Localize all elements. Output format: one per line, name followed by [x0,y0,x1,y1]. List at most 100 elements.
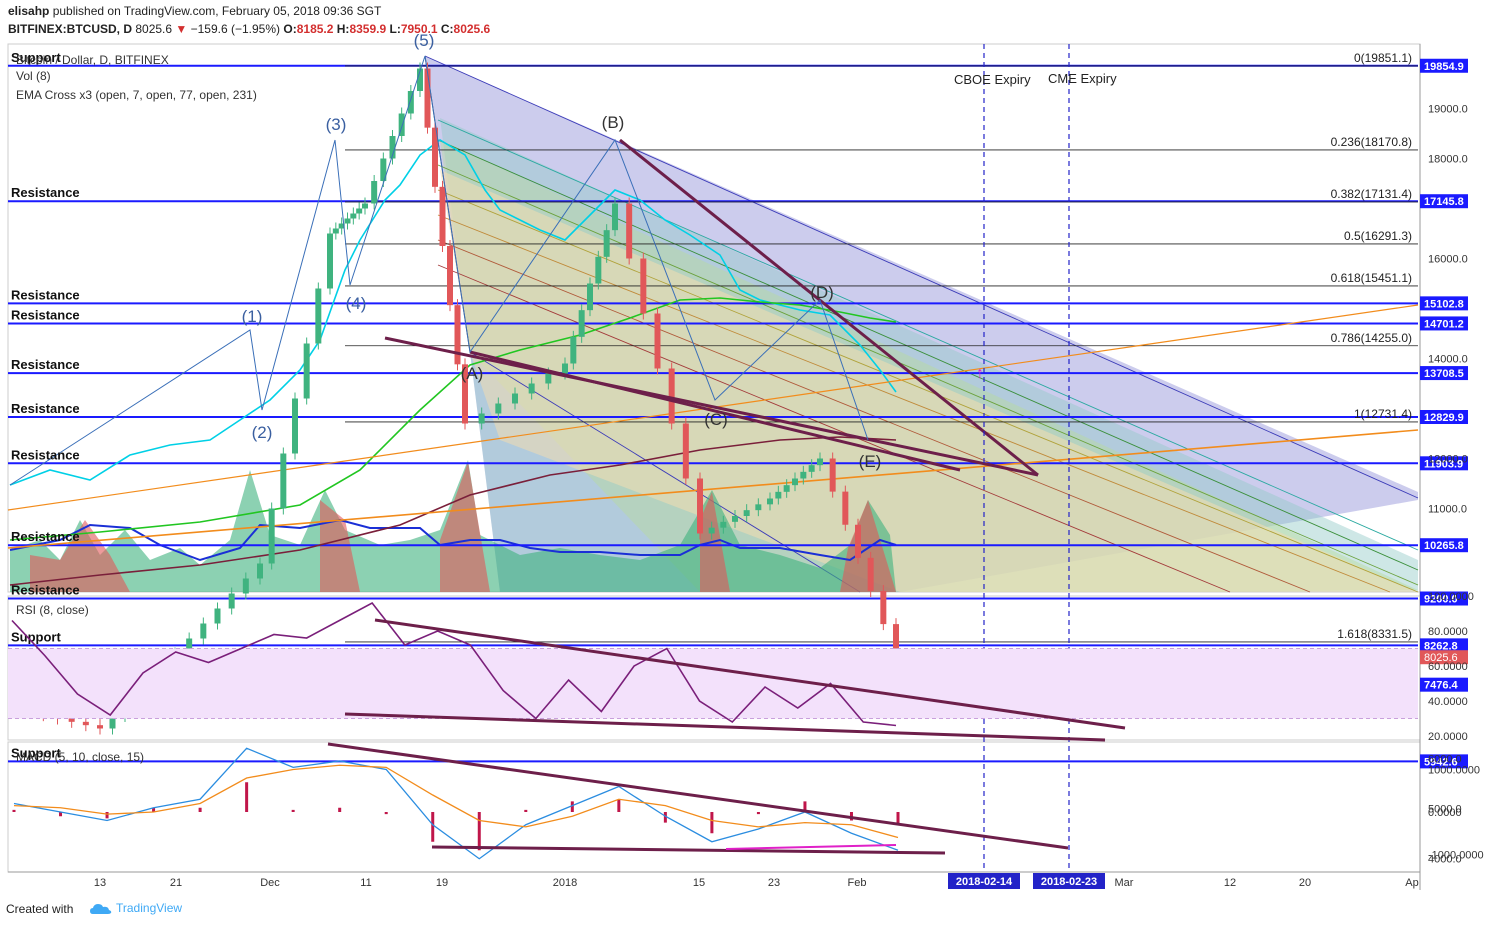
candle-body [97,725,103,729]
time-tick: 12 [1224,877,1236,889]
candle-body [356,208,363,214]
ohlc-line: BITFINEX:BTCUSD, D 8025.6 ▼ −159.6 (−1.9… [8,22,490,36]
candle-body [512,393,518,404]
trend-line [469,350,961,472]
level-price-tag [1420,538,1468,553]
publisher-line: elisahp published on TradingView.com, Fe… [8,4,381,18]
fan-line [437,264,1231,593]
legend-ema: EMA Cross x3 (open, 7, open, 77, open, 2… [16,88,257,102]
level-price-tag [1420,296,1468,311]
candle-body [545,373,552,384]
candle-body [842,491,849,525]
chart-canvas[interactable]: ↑ Support Resistance Resistance Resistance R… [0,0,1495,898]
symbol-label[interactable]: BITFINEX:BTCUSD, D [8,22,132,36]
created-with-label: Created with [6,902,74,916]
level-label: Resistance [11,307,80,322]
macd-line [13,747,899,860]
macd-tick: 0.0000 [1428,807,1462,819]
price-tick: 4000.0 [1428,854,1462,866]
rsi-band [8,648,1418,719]
macd-histogram-bar [12,809,16,812]
candle-body [867,557,874,591]
chart-header: elisahp published on TradingView.com, Fe… [0,0,1495,44]
wave-label: (D) [810,283,834,302]
candle-body [743,510,750,516]
candle-body [562,363,568,374]
price-tick: 16000.0 [1428,254,1468,266]
candle-body [292,398,298,454]
candle-body [268,508,275,564]
low-label: L: [389,22,401,36]
time-tick: Ap [1405,877,1418,889]
level-label: Resistance [11,529,80,544]
high-value: 8359.9 [349,22,387,36]
time-tick: 13 [94,877,106,889]
macd-histogram-bar [59,812,63,817]
candle-body [109,716,116,729]
candle-body [200,623,207,639]
macd-histogram-bar [105,812,109,819]
price-tick: 6000.0 [1428,754,1462,766]
macd-histogram-bar [477,812,481,851]
candle-body [439,186,446,246]
candle-body [407,91,414,114]
macd-histogram-bar [291,809,295,812]
candle-body [792,478,798,486]
level-label: Resistance [11,401,80,416]
fan-band [440,170,1418,592]
tradingview-brand: TradingView [116,901,183,915]
annotation-cboe: CBOE Expiry [954,72,1031,87]
level-price-text: 14701.2 [1424,318,1464,330]
candle-body [767,498,773,505]
high-label: H: [336,22,350,36]
candle-body [417,68,423,91]
macd-tick: -1000.0000 [1428,850,1484,862]
publisher-name[interactable]: elisahp [8,4,50,18]
last-price: 8025.6 [135,22,173,36]
level-price-tag [1420,456,1468,471]
rsi-title: RSI (8, close) [16,603,89,617]
rsi-trend-line [344,712,1106,742]
pink-marker: ↑ [976,365,984,382]
price-axis: 19854.9 17145.8 15102.8 14701.2 13708.5 12829… [1420,58,1468,866]
candle-body [829,458,836,492]
level-price-tag [1420,366,1468,381]
price-candles [26,62,899,735]
candle-body [855,524,861,558]
level-price-text: 11903.9 [1424,458,1463,470]
tradingview-logo-link[interactable]: TradingView [90,901,182,915]
candle-body [344,218,351,224]
level-price-text: 13708.5 [1424,368,1464,380]
time-tick: 20 [1299,877,1311,889]
close-label: C: [440,22,454,36]
level-price-text: 8262.8 [1424,640,1458,652]
time-tick: Mar [1115,877,1134,889]
low-value: 7950.1 [400,22,438,36]
rsi-trend-line [374,618,1126,730]
candle-body [640,258,647,314]
wave-label: (4) [346,294,367,313]
rsi-tick: 40.0000 [1428,696,1468,708]
fan-line [469,351,861,593]
candle-body [587,283,593,311]
price-tick: 19000.0 [1428,104,1468,116]
level-price-tag [1420,591,1468,606]
candle-body [303,343,310,399]
level-price-tag [1420,677,1468,692]
macd-histogram-bar [803,801,807,812]
ema-slow-line [9,436,897,586]
candle-body [432,127,438,187]
footer: Created with TradingView [0,898,1495,926]
level-label: Support [11,745,61,760]
macd-tick: 1000.0000 [1428,765,1480,777]
fib-label: 0.618(15451.1) [1331,271,1412,285]
candle-body [682,423,689,479]
candle-body [350,213,357,219]
candle-body [783,485,790,492]
rsi-tick: 60.0000 [1428,661,1468,673]
price-tick: 14000.0 [1428,354,1468,366]
candle-body [462,364,468,424]
date-highlight [948,873,1020,889]
time-tick: 11 [360,877,371,889]
level-price-text: 5942.6 [1424,756,1458,768]
